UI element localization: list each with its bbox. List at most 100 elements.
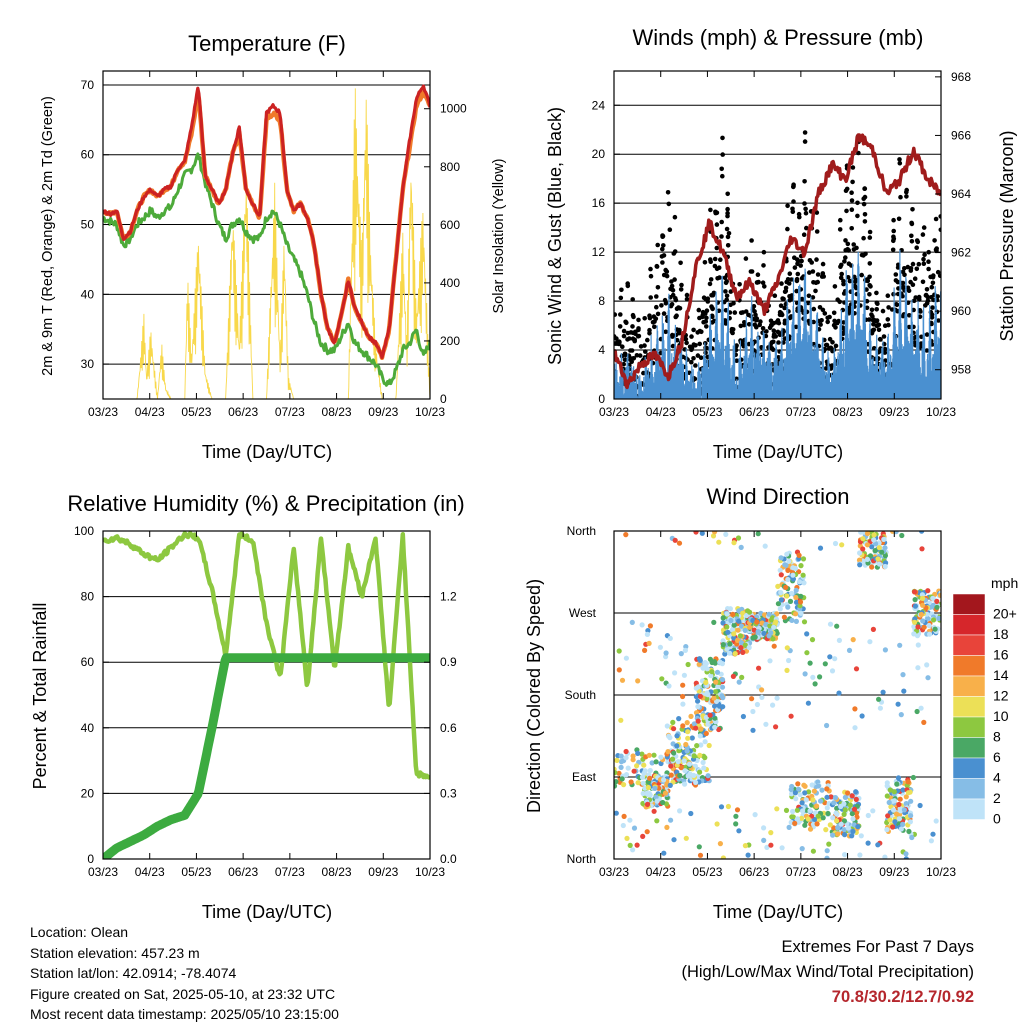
gust-point bbox=[818, 322, 823, 327]
gust-point bbox=[619, 287, 624, 293]
gust-point bbox=[861, 201, 867, 207]
direction-point bbox=[719, 693, 725, 699]
gust-point bbox=[815, 279, 820, 285]
x-tick-label: 04/23 bbox=[135, 865, 165, 879]
gust-point bbox=[926, 249, 931, 255]
y-tick-label: 100 bbox=[74, 524, 94, 538]
direction-point bbox=[619, 776, 625, 782]
direction-point bbox=[807, 826, 814, 832]
direction-point bbox=[685, 773, 691, 779]
gust-point bbox=[891, 238, 896, 244]
gust-point bbox=[771, 334, 777, 339]
direction-point bbox=[712, 689, 719, 695]
gust-point bbox=[914, 245, 919, 250]
gust-point bbox=[886, 322, 891, 328]
direction-point bbox=[900, 672, 906, 678]
gust-point bbox=[906, 288, 912, 294]
direction-ticks: 03/23 04/23 05/23 06/23 07/23 08/23 09/23 10/23… bbox=[565, 524, 957, 879]
direction-point bbox=[777, 567, 783, 573]
direction-point bbox=[830, 815, 836, 821]
direction-point bbox=[789, 617, 795, 624]
gust-point bbox=[760, 326, 766, 331]
gust-point bbox=[645, 337, 650, 343]
gust-point bbox=[862, 212, 868, 217]
gust-point bbox=[698, 355, 704, 361]
legend-label: 8 bbox=[993, 729, 1001, 745]
direction-point bbox=[704, 696, 710, 702]
gust-point bbox=[935, 269, 941, 275]
direction-point bbox=[860, 536, 866, 542]
gust-point bbox=[743, 256, 749, 261]
direction-point bbox=[631, 825, 638, 831]
x-tick-label: 04/23 bbox=[646, 405, 676, 419]
direction-point bbox=[849, 811, 855, 817]
direction-point bbox=[716, 703, 723, 709]
x-tick-label: 09/23 bbox=[368, 865, 398, 879]
direction-point bbox=[905, 779, 911, 785]
gust-point bbox=[802, 201, 807, 206]
y2-tick-label: 600 bbox=[440, 218, 460, 232]
direction-point bbox=[881, 536, 887, 543]
direction-point bbox=[733, 813, 739, 819]
gust-point bbox=[642, 343, 647, 348]
humidity-ticks: 03/23 04/23 05/23 06/23 07/23 08/23 09/23 10/23… bbox=[74, 524, 457, 879]
legend-label: 14 bbox=[993, 667, 1009, 683]
direction-point bbox=[742, 642, 748, 648]
direction-point bbox=[745, 852, 751, 858]
direction-point bbox=[884, 793, 890, 799]
gust-point bbox=[920, 279, 926, 285]
direction-point bbox=[697, 852, 704, 858]
direction-point bbox=[901, 807, 908, 813]
gust-point bbox=[838, 264, 843, 270]
y-tick-label: 20 bbox=[592, 147, 606, 161]
direction-point bbox=[671, 837, 677, 843]
gust-point bbox=[709, 313, 715, 319]
direction-point bbox=[856, 557, 863, 563]
direction-point bbox=[834, 623, 840, 629]
direction-point bbox=[836, 690, 842, 696]
gust-point bbox=[849, 226, 854, 231]
gust-point bbox=[614, 341, 619, 346]
gust-point bbox=[885, 293, 891, 299]
winds-title: Winds (mph) & Pressure (mb) bbox=[633, 25, 924, 50]
direction-point bbox=[845, 825, 851, 831]
direction-point bbox=[750, 727, 756, 733]
gust-point bbox=[647, 313, 652, 319]
gust-point bbox=[811, 280, 816, 285]
gust-point bbox=[839, 271, 844, 277]
y-tick-label: 40 bbox=[81, 721, 95, 735]
gust-point bbox=[862, 219, 868, 224]
gust-point bbox=[708, 259, 713, 265]
direction-point bbox=[623, 755, 629, 761]
direction-point bbox=[614, 779, 619, 785]
gust-point bbox=[781, 329, 786, 334]
direction-point bbox=[919, 546, 925, 552]
gust-point bbox=[776, 320, 782, 326]
direction-point bbox=[855, 824, 861, 830]
gust-point bbox=[867, 235, 873, 240]
gust-point bbox=[776, 340, 781, 345]
gust-point bbox=[905, 264, 911, 270]
y2-tick-label: 400 bbox=[440, 276, 460, 290]
direction-point bbox=[838, 821, 844, 827]
direction-point bbox=[864, 542, 871, 548]
temperature-plot bbox=[103, 84, 430, 399]
gust-point bbox=[924, 332, 930, 337]
gust-point bbox=[684, 296, 690, 302]
direction-point bbox=[778, 572, 784, 578]
y2-tick-label: 966 bbox=[951, 128, 971, 142]
direction-point bbox=[798, 815, 805, 821]
gust-point bbox=[932, 238, 937, 243]
y-tick-label: 60 bbox=[81, 148, 95, 162]
direction-point bbox=[818, 798, 824, 804]
direction-point bbox=[806, 789, 812, 795]
gust-point bbox=[655, 242, 660, 248]
gust-point bbox=[677, 327, 682, 333]
gust-point bbox=[704, 324, 709, 329]
direction-point bbox=[835, 831, 841, 837]
direction-point bbox=[925, 588, 931, 594]
dewpoint-2m-line bbox=[103, 152, 430, 387]
gust-point bbox=[844, 208, 849, 214]
x-tick-label: 07/23 bbox=[786, 405, 816, 419]
gust-point bbox=[814, 210, 820, 215]
